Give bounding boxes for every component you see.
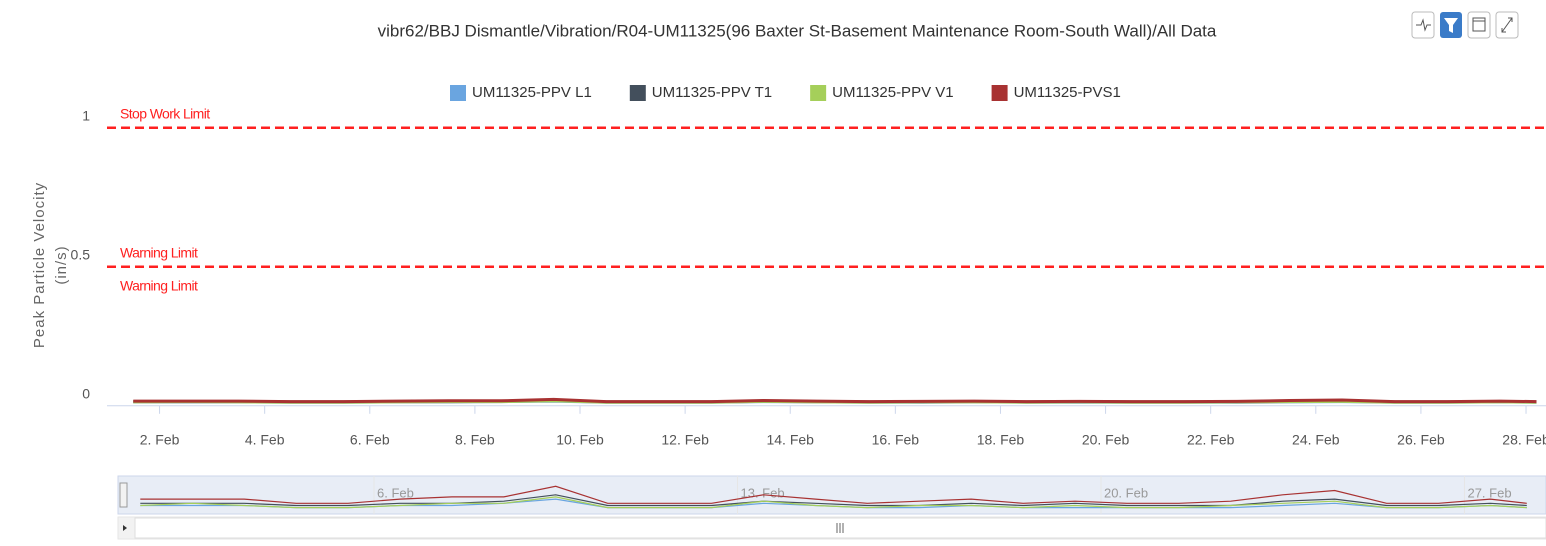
x-tick-label: 16. Feb xyxy=(872,432,920,448)
line-button[interactable] xyxy=(1411,11,1435,39)
navigator-handle[interactable] xyxy=(119,482,128,508)
legend-swatch xyxy=(991,85,1008,101)
navigator-line xyxy=(140,496,1527,509)
legend-label: UM11325-PPV L1 xyxy=(472,84,592,101)
limit-label: Warning Limit xyxy=(120,278,198,294)
x-tick-label: 28. Feb xyxy=(1502,432,1546,448)
y-tick-label: 0 xyxy=(82,386,90,402)
legend-label: UM11325-PVS1 xyxy=(1014,84,1121,101)
x-tick-label: 8. Feb xyxy=(455,432,495,448)
fullscreen-button[interactable] xyxy=(1495,11,1519,39)
y-axis-label-line: (in/s) xyxy=(53,245,70,284)
y-tick-label: 0.5 xyxy=(71,247,91,263)
navigator-tick-label: 6. Feb xyxy=(377,485,414,500)
x-tick-label: 14. Feb xyxy=(766,432,814,448)
x-tick-label: 4. Feb xyxy=(245,432,285,448)
toolbar xyxy=(1411,11,1519,39)
y-tick-label: 1 xyxy=(82,108,90,124)
limit-label: Stop Work Limit xyxy=(120,106,210,122)
calendar-button[interactable] xyxy=(1467,11,1491,39)
x-tick-label: 10. Feb xyxy=(556,432,604,448)
legend-swatch xyxy=(810,85,827,101)
limit-label: Warning Limit xyxy=(120,245,198,261)
x-tick-label: 20. Feb xyxy=(1082,432,1130,448)
x-tick-label: 2. Feb xyxy=(140,432,180,448)
navigator-line xyxy=(140,485,1527,504)
x-tick-label: 12. Feb xyxy=(661,432,709,448)
legend-label: UM11325-PPV T1 xyxy=(652,84,772,101)
navigator-tick-label: 20. Feb xyxy=(1104,485,1148,500)
series-line xyxy=(133,397,1537,404)
navigator-tick-label: 27. Feb xyxy=(1467,485,1511,500)
chart-title: vibr62/BBJ Dismantle/Vibration/R04-UM113… xyxy=(378,21,1217,40)
navigator-tick-label: 13. Feb xyxy=(740,485,784,500)
x-tick-label: 26. Feb xyxy=(1397,432,1445,448)
filter-button[interactable] xyxy=(1440,12,1462,38)
y-axis-label-line: Peak Particle Velocity xyxy=(31,182,48,348)
legend-label: UM11325-PPV V1 xyxy=(832,84,953,101)
legend-swatch xyxy=(450,85,466,101)
x-tick-label: 6. Feb xyxy=(350,432,390,448)
scrollbar-arrow[interactable] xyxy=(123,525,127,531)
legend-swatch xyxy=(629,85,646,101)
x-tick-label: 22. Feb xyxy=(1187,432,1235,448)
x-tick-label: 18. Feb xyxy=(977,432,1025,448)
navigator-background xyxy=(117,475,1546,515)
x-tick-label: 24. Feb xyxy=(1292,432,1340,448)
navigator-line xyxy=(140,494,1527,507)
